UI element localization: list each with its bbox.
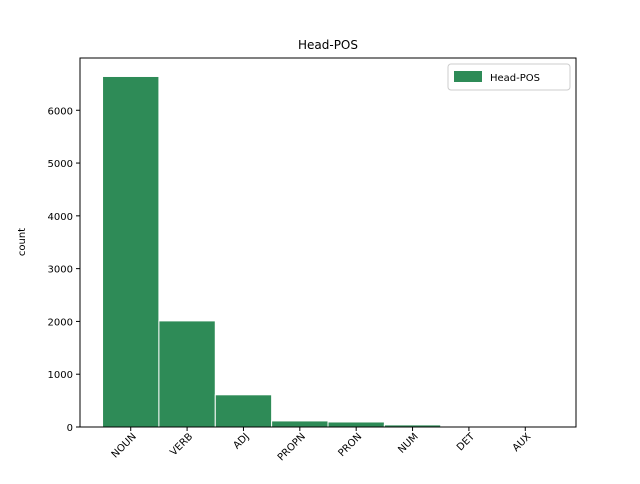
bar bbox=[215, 395, 271, 427]
y-tick-label: 2000 bbox=[48, 317, 73, 328]
y-tick-label: 5000 bbox=[48, 159, 73, 170]
bar bbox=[328, 422, 384, 427]
chart-title: Head-POS bbox=[298, 38, 358, 52]
y-axis-label: count bbox=[17, 228, 28, 256]
legend-label: Head-POS bbox=[490, 73, 540, 84]
y-tick-label: 0 bbox=[67, 423, 73, 434]
y-tick-label: 6000 bbox=[48, 106, 73, 117]
bar bbox=[103, 76, 159, 427]
bar bbox=[159, 321, 215, 427]
y-tick-label: 4000 bbox=[48, 212, 73, 223]
y-tick-label: 1000 bbox=[48, 370, 73, 381]
bar bbox=[272, 421, 328, 427]
legend-swatch bbox=[454, 71, 482, 82]
y-tick-label: 3000 bbox=[48, 265, 73, 276]
